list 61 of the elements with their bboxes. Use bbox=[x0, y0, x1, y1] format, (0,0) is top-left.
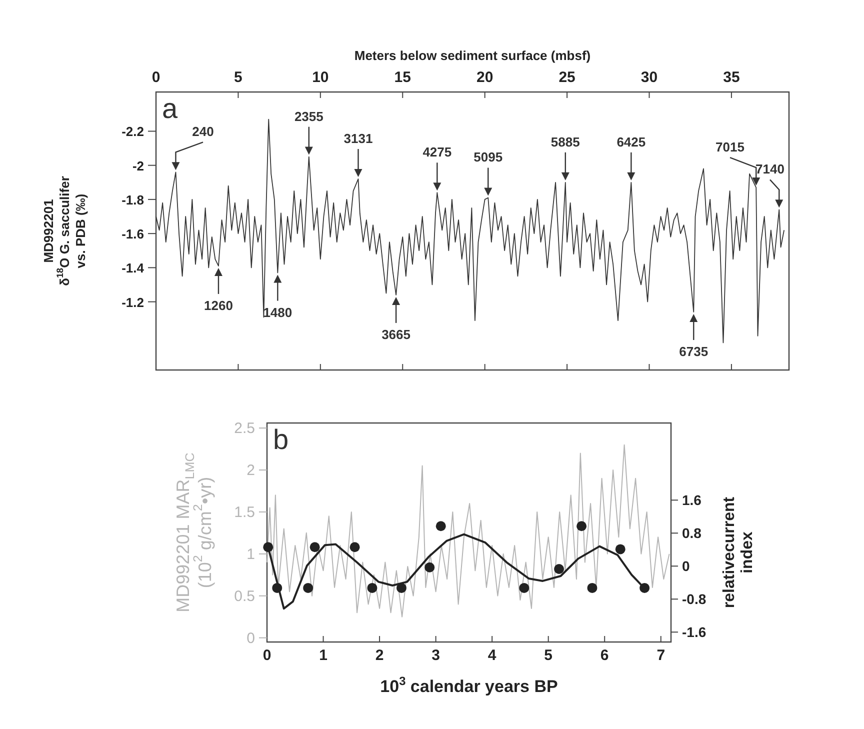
point bbox=[436, 521, 446, 532]
x-tick-label: 10 bbox=[312, 69, 329, 86]
annotation: 2355 bbox=[294, 108, 324, 124]
y-tick-label: -1.6 bbox=[122, 226, 144, 242]
x-tick-label: 7 bbox=[656, 647, 666, 664]
annotation: 3131 bbox=[344, 130, 373, 146]
point bbox=[303, 582, 314, 593]
x-tick-label: 5 bbox=[544, 647, 553, 664]
annotation: 6735 bbox=[679, 344, 708, 360]
y-tick-label: 1 bbox=[246, 546, 255, 563]
point bbox=[615, 544, 626, 554]
annotation: 5095 bbox=[474, 150, 503, 165]
annotation: 4275 bbox=[422, 144, 452, 160]
y2-axis-title: relativecurrent index bbox=[721, 496, 756, 608]
annotation: 1480 bbox=[263, 304, 292, 320]
x-tick-label: 5 bbox=[234, 69, 242, 86]
x-tick-label: 1 bbox=[319, 647, 328, 664]
point bbox=[554, 564, 564, 574]
point bbox=[350, 542, 360, 552]
x-tick-label: 4 bbox=[488, 647, 497, 664]
point bbox=[424, 562, 435, 572]
annotation: 3665 bbox=[382, 326, 411, 342]
y-tick-label: 1.5 bbox=[234, 504, 255, 521]
x-tick-label: 0 bbox=[262, 647, 272, 664]
x-tick-label: 15 bbox=[394, 69, 411, 86]
annotation: 7015 bbox=[716, 140, 744, 155]
point bbox=[587, 582, 598, 593]
y-tick-label: 2.5 bbox=[234, 420, 255, 438]
x-axis-title: Meters below sediment surface (mbsf) bbox=[354, 48, 591, 63]
y-tick-label: -2.2 bbox=[122, 124, 144, 140]
x-tick-label: 0 bbox=[152, 69, 160, 86]
annotation: 6425 bbox=[616, 134, 646, 150]
x-tick-label: 30 bbox=[640, 69, 658, 86]
point bbox=[519, 582, 530, 593]
y-tick-label: -1.2 bbox=[122, 294, 144, 310]
x-tick-label: 20 bbox=[476, 69, 494, 86]
y-tick-label: 0.5 bbox=[234, 588, 255, 605]
x-tick-label: 6 bbox=[600, 647, 609, 664]
y-tick-label: -2 bbox=[132, 158, 144, 174]
annotation: 5885 bbox=[550, 134, 580, 150]
y2-tick-label: 0.8 bbox=[682, 525, 702, 542]
y-tick-label: 2 bbox=[246, 462, 255, 479]
y2-tick-label: -1.6 bbox=[682, 624, 706, 640]
y2-tick-label: -0.8 bbox=[682, 591, 706, 608]
point bbox=[367, 582, 378, 593]
y-tick-label: -1.8 bbox=[122, 192, 144, 208]
x-tick-label: 25 bbox=[558, 69, 576, 86]
x-tick-label: 35 bbox=[723, 69, 740, 86]
y2-tick-label: 1.6 bbox=[682, 492, 702, 508]
x-tick-label: 2 bbox=[375, 647, 384, 664]
annotation: 240 bbox=[192, 124, 214, 140]
point bbox=[310, 542, 320, 552]
point bbox=[576, 521, 587, 532]
annotation: a bbox=[162, 93, 178, 124]
annotation: 1260 bbox=[204, 298, 233, 313]
y-tick-label: -1.4 bbox=[122, 260, 145, 276]
y2-tick-label: 0 bbox=[682, 558, 690, 574]
x-axis-title: 10$^{3}$ calendar years BP bbox=[380, 674, 558, 696]
annotation: b bbox=[273, 424, 289, 455]
x-tick-label: 3 bbox=[432, 647, 440, 664]
y-tick-label: 0 bbox=[246, 630, 255, 647]
